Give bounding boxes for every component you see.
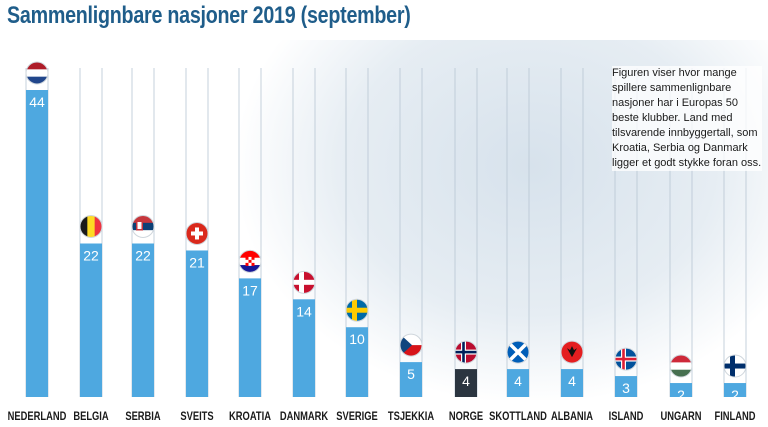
scotland-flag: [506, 340, 530, 364]
value-label: 10: [349, 331, 365, 347]
croatia-flag: [238, 249, 262, 273]
bar-nederland: [26, 90, 48, 397]
value-label: 17: [242, 282, 258, 298]
bar-ungarn: [670, 383, 692, 397]
bar-kroatia: [239, 278, 261, 397]
netherlands-flag: [25, 61, 49, 85]
norway-flag: [454, 340, 478, 364]
category-label: NORGE: [449, 410, 483, 423]
bar-skottland: [507, 369, 529, 397]
belgium-flag: [79, 215, 103, 238]
bar-albania: [561, 369, 583, 397]
hungary-flag: [669, 354, 693, 378]
chart-annotation: Figuren viser hvor mange spillere sammen…: [612, 66, 762, 171]
bar-sveits: [186, 250, 208, 397]
category-label: SERBIA: [125, 410, 161, 423]
value-label: 2: [677, 387, 685, 403]
value-label: 3: [622, 380, 630, 396]
value-label: 44: [29, 94, 45, 110]
albania-flag: [560, 340, 584, 364]
value-label: 2: [731, 387, 739, 403]
value-label: 4: [462, 373, 470, 389]
switzerland-flag: [185, 221, 209, 245]
category-label: DANMARK: [280, 410, 329, 423]
chart-title: Sammenlignbare nasjoner 2019 (september): [7, 2, 411, 29]
value-label: 5: [407, 366, 415, 382]
value-label: 22: [83, 248, 99, 264]
value-label: 22: [135, 248, 151, 264]
bar-belgia: [80, 243, 102, 397]
category-label: ISLAND: [609, 410, 644, 423]
denmark-flag: [292, 270, 316, 294]
bar-finland: [724, 383, 746, 397]
finland-flag: [723, 354, 747, 378]
category-label: NEDERLAND: [8, 410, 67, 423]
czechia-flag: [399, 333, 423, 357]
bar-tsjekkia: [400, 362, 422, 397]
category-label: BELGIA: [73, 410, 109, 423]
value-label: 4: [514, 373, 522, 389]
category-label: SKOTTLAND: [489, 410, 547, 423]
bar-island: [615, 376, 637, 397]
category-label: TSJEKKIA: [388, 410, 434, 423]
category-label: KROATIA: [229, 410, 271, 423]
bar-sverige: [346, 327, 368, 397]
value-label: 21: [189, 254, 205, 270]
bar-danmark: [293, 299, 315, 397]
bar-norge: [455, 369, 477, 397]
category-label: SVERIGE: [336, 410, 378, 423]
category-label: UNGARN: [660, 410, 701, 423]
serbia-flag: [131, 215, 155, 238]
category-label: ALBANIA: [551, 410, 593, 423]
value-label: 14: [296, 303, 312, 319]
iceland-flag: [614, 347, 638, 371]
bar-serbia: [132, 243, 154, 397]
category-label: FINLAND: [714, 410, 755, 423]
category-label: SVEITS: [180, 410, 213, 423]
sweden-flag: [345, 298, 369, 322]
value-label: 4: [568, 373, 576, 389]
